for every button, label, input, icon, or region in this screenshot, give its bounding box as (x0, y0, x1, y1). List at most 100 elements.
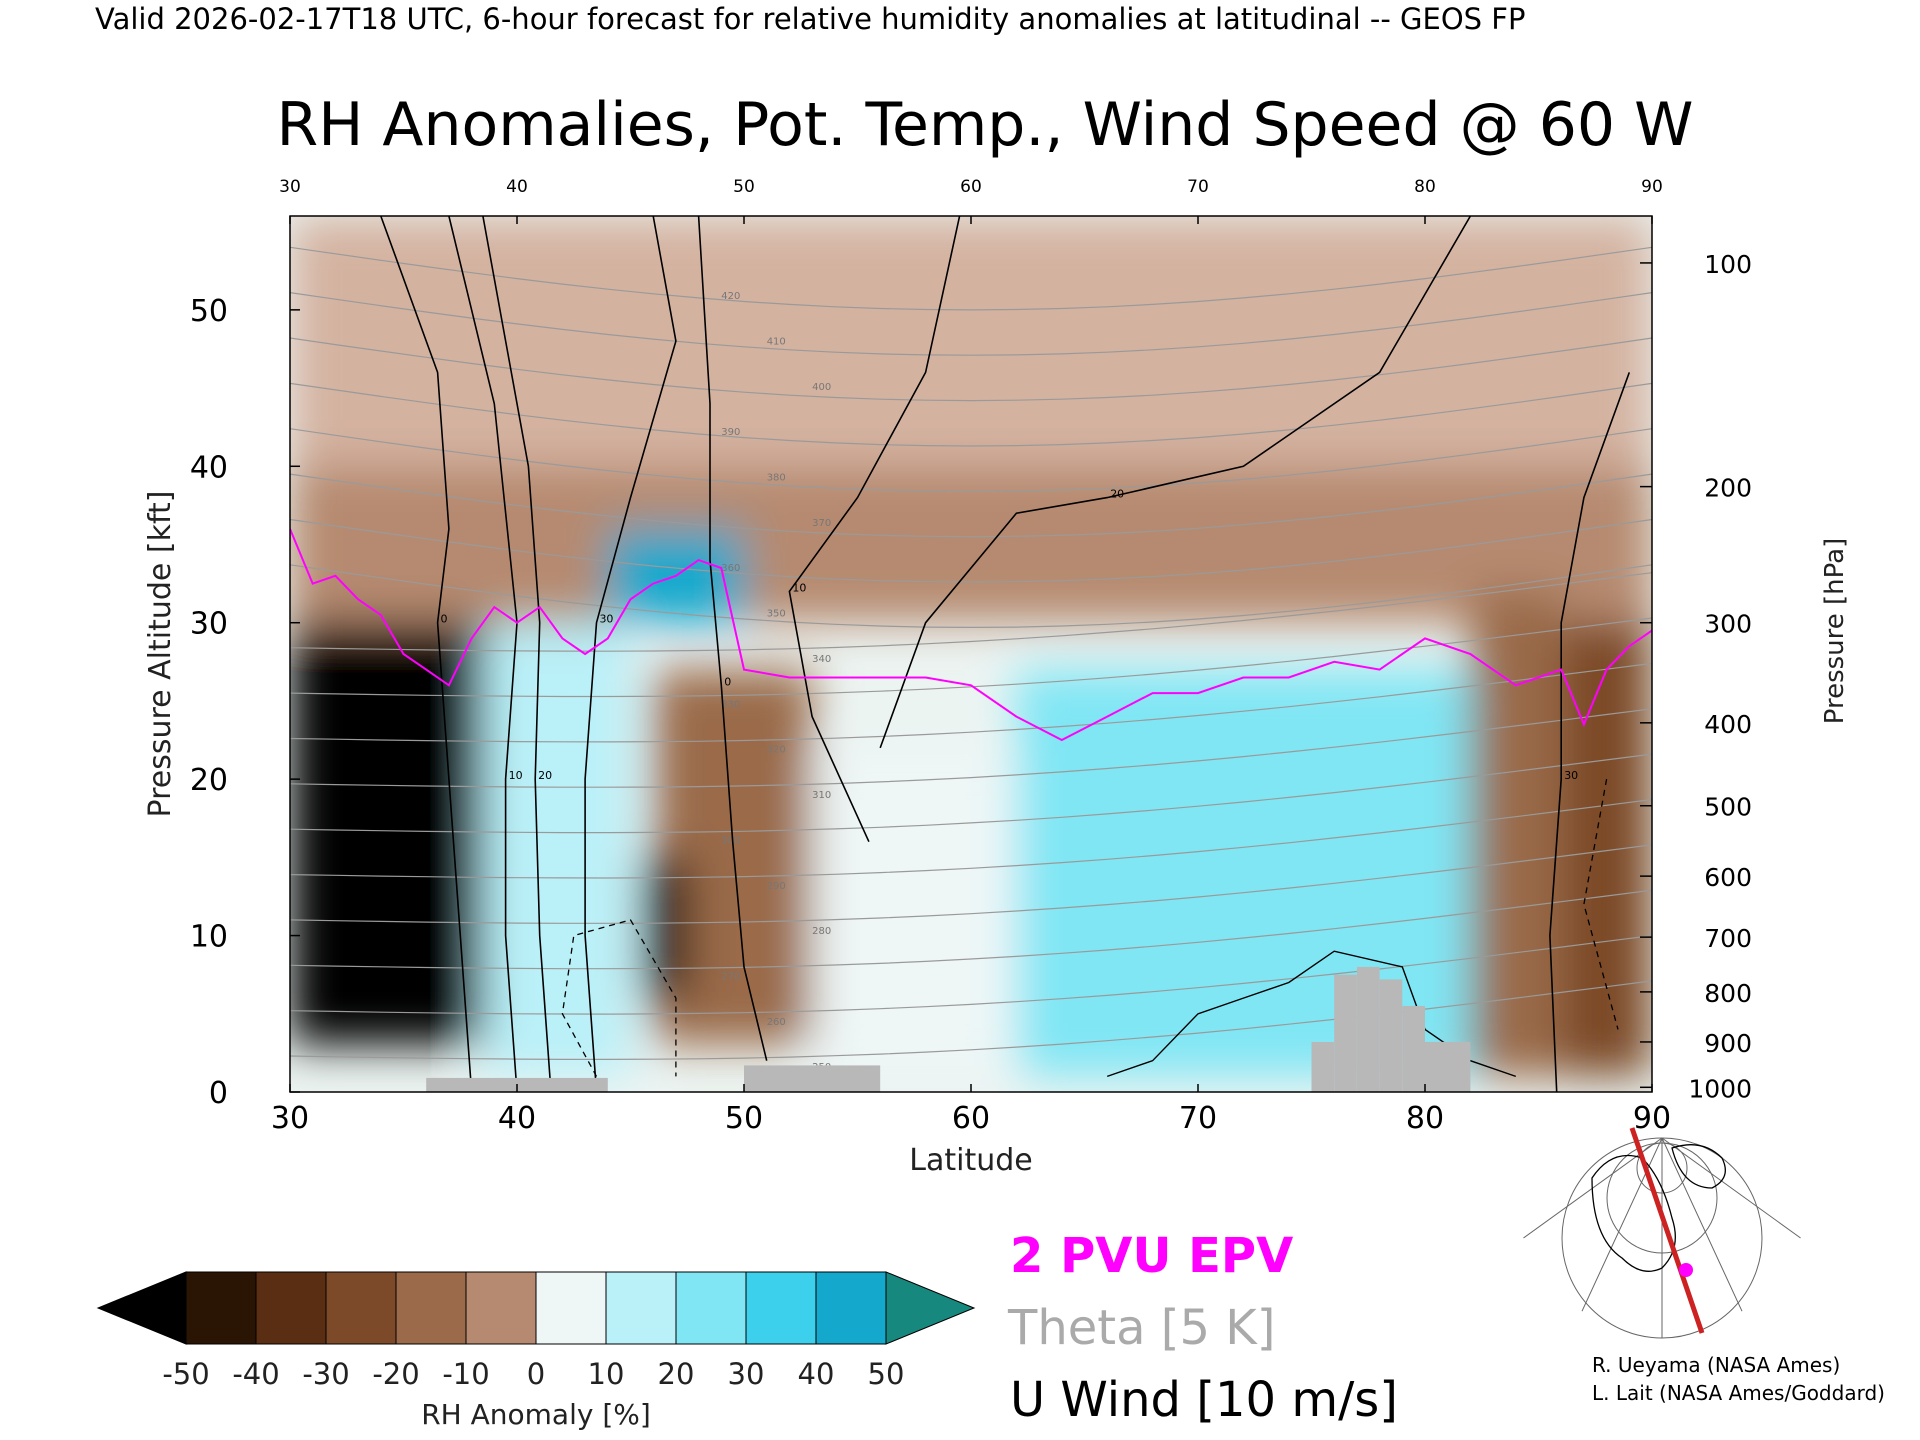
x-tick-label: 90 (1633, 1101, 1671, 1136)
u-wind-contour-label: 0 (724, 675, 731, 688)
x-top-tick-label: 70 (1187, 177, 1209, 197)
u-wind-contour-label: 30 (1564, 769, 1578, 782)
theta-contour (290, 382, 1652, 447)
anomaly-region (290, 622, 483, 1046)
theta-contour (290, 935, 1652, 1015)
legend-uwind: U Wind [10 m/s] (1010, 1372, 1399, 1428)
u-wind-easterly-contour (561, 919, 677, 1077)
topography-bar (744, 1065, 881, 1092)
u-wind-contour-label: 30 (599, 613, 613, 626)
theta-contour-label: 300 (721, 835, 740, 846)
legend-theta: Theta [5 K] (1008, 1300, 1276, 1356)
theta-contour-label: 420 (721, 291, 740, 302)
theta-contour-label: 390 (721, 427, 740, 438)
rh-anomaly-field (290, 216, 1652, 1077)
inset-map (1523, 1127, 1801, 1339)
colorbar-over-arrow (885, 1271, 976, 1345)
theta-contour (290, 889, 1652, 970)
y-left-tick-label: 30 (190, 607, 228, 642)
u-wind-contour (697, 216, 768, 1061)
theta-contour (290, 798, 1652, 879)
u-wind-contour (788, 216, 961, 843)
topography-bar (1402, 1005, 1425, 1092)
u-wind-contour-label: 20 (1110, 488, 1124, 501)
u-wind-contour-label: 20 (538, 769, 552, 782)
topography-bar (1356, 966, 1380, 1092)
theta-contour-label: 380 (767, 472, 786, 483)
y-right-tick-label: 800 (1704, 979, 1752, 1008)
colorbar-swatch (815, 1271, 887, 1345)
theta-contour-label: 310 (812, 790, 831, 801)
y-right-tick-label: 400 (1704, 710, 1752, 739)
topography-group (426, 966, 1471, 1092)
x-tick-label: 80 (1406, 1101, 1444, 1136)
inset-section-line (1629, 1127, 1705, 1334)
anomaly-region (482, 622, 631, 1077)
credit-ueyama: R. Ueyama (NASA Ames) (1592, 1353, 1841, 1377)
legend-pvu: 2 PVU EPV (1010, 1228, 1294, 1284)
anomaly-region (641, 857, 688, 999)
theta-contour-label: 290 (767, 881, 786, 892)
theta-contour (290, 572, 1652, 652)
theta-contour (290, 564, 1652, 629)
theta-contour-label: 260 (767, 1017, 786, 1028)
y-left-tick-label: 20 (190, 763, 228, 798)
colorbar-swatch (535, 1271, 607, 1345)
anomaly-region (1470, 591, 1562, 1077)
forecast-header: Valid 2026-02-17T18 UTC, 6-hour forecast… (95, 2, 1526, 36)
theta-contour-label: 330 (721, 699, 740, 710)
colorbar-tick-label: -30 (302, 1357, 349, 1391)
colorbar-tick-label: -50 (162, 1357, 209, 1391)
theta-contour-label: 400 (812, 382, 831, 393)
y-axis-label-right: Pressure [hPa] (1820, 538, 1850, 725)
pvu-line-group (290, 528, 1652, 742)
y-right-tick-label: 700 (1704, 924, 1752, 953)
u-wind-contour-label: 0 (441, 613, 448, 626)
u-wind-contour (1549, 372, 1631, 1092)
theta-contour-label: 320 (767, 745, 786, 756)
x-tick-label: 40 (498, 1101, 536, 1136)
colorbar-swatch (395, 1271, 467, 1345)
colorbar-tick-label: 50 (868, 1357, 905, 1391)
colorbar-under-arrow (96, 1271, 187, 1345)
colorbar-swatch (465, 1271, 537, 1345)
colorbar-swatch (745, 1271, 817, 1345)
colorbar-label: RH Anomaly [%] (421, 1398, 651, 1431)
topography-bar (1425, 1041, 1471, 1092)
y-right-tick-label: 200 (1704, 474, 1752, 503)
y-left-tick-label: 10 (190, 920, 228, 955)
theta-contour (290, 428, 1652, 492)
theta-contour (290, 246, 1652, 311)
theta-contour (290, 708, 1652, 788)
colorbar-tick-label: 40 (798, 1357, 835, 1391)
topography-bar (1334, 974, 1357, 1092)
colorbar-tick-label: 20 (658, 1357, 695, 1391)
theta-contour (290, 473, 1652, 538)
y-right-tick-label: 600 (1704, 863, 1752, 892)
x-top-tick-label: 40 (506, 177, 528, 197)
x-tick-label: 70 (1179, 1101, 1217, 1136)
u-wind-contour-label: 10 (792, 581, 806, 594)
inset-meridian (1661, 1137, 1801, 1239)
theta-contour (290, 337, 1652, 402)
theta-contour (290, 844, 1652, 924)
y-left-tick-label: 40 (190, 450, 228, 485)
u-wind-contour (482, 216, 552, 1092)
inset-coastline (1671, 1144, 1726, 1189)
topography-bar (1379, 979, 1403, 1092)
x-top-tick-label: 60 (960, 177, 982, 197)
colorbar-swatch (325, 1271, 397, 1345)
theta-contour-label: 410 (767, 336, 786, 347)
x-tick-label: 50 (725, 1101, 763, 1136)
u-wind-contour (879, 216, 1472, 749)
x-tick-label: 60 (952, 1101, 990, 1136)
theta-contours: 4204104003903803703603503403303203103002… (290, 246, 1652, 1073)
x-axis-label: Latitude (909, 1143, 1032, 1178)
colorbar-tick-label: 30 (728, 1357, 765, 1391)
y-right-tick-label: 300 (1704, 610, 1752, 639)
u-wind-contour-label: 10 (509, 769, 523, 782)
theta-contour (290, 662, 1652, 743)
